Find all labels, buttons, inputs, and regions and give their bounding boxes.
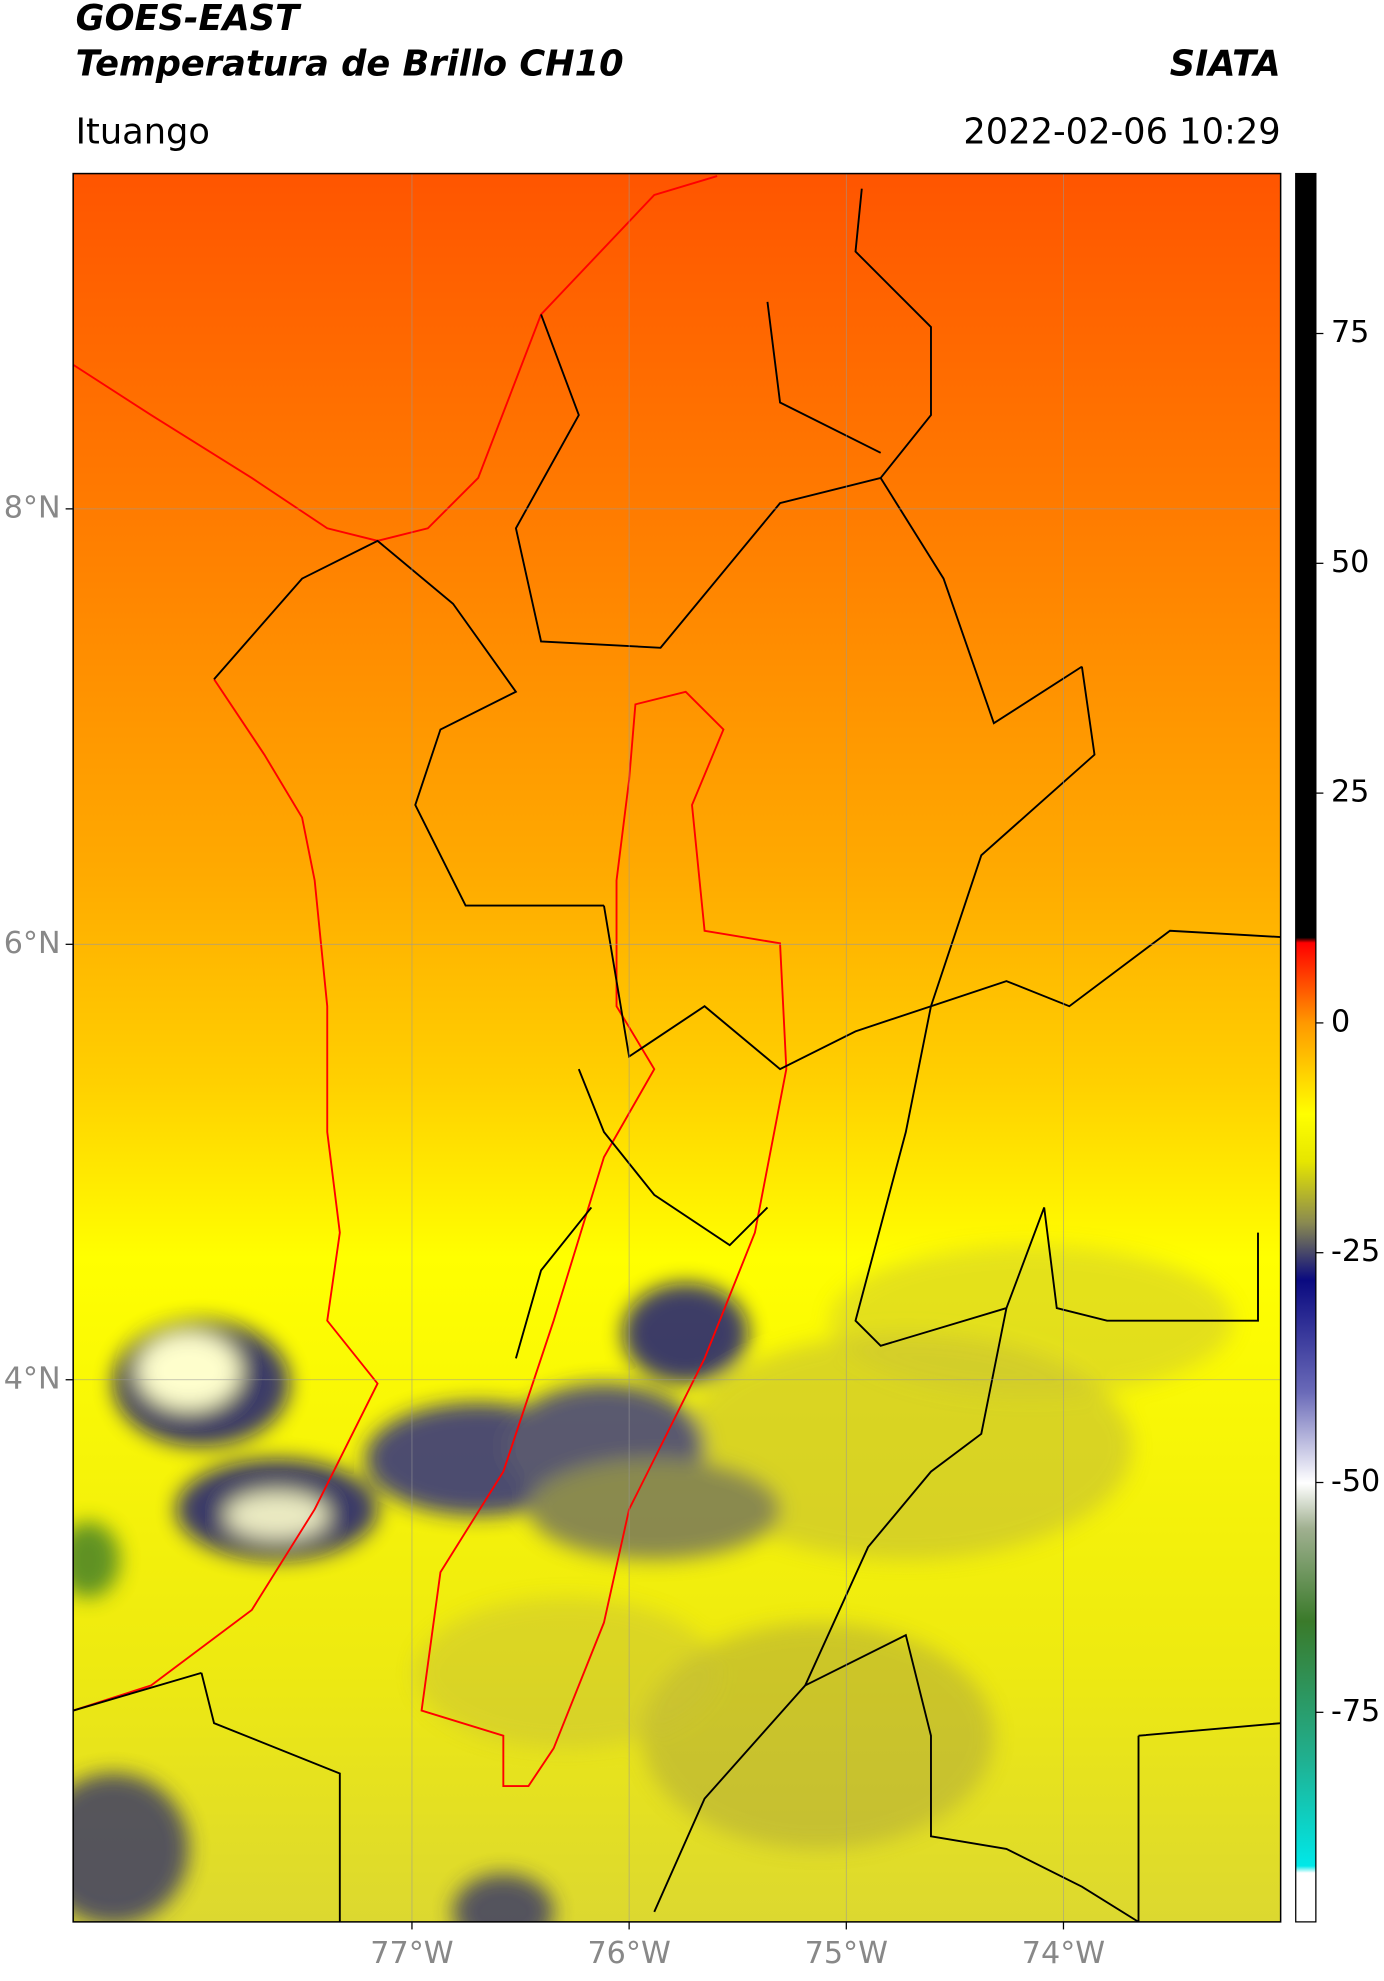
colorbar-tick-label: 25 — [1331, 775, 1369, 810]
map-frame — [72, 172, 1282, 1923]
lat-tick-label: 6°N — [4, 926, 61, 961]
datetime: 2022-02-06 10:29 — [963, 111, 1280, 152]
subtitle: Temperatura de Brillo CH10 — [76, 43, 624, 84]
location: Ituango — [76, 111, 210, 152]
lon-tick-label: 76°W — [587, 1936, 670, 1971]
colorbar-tick-label: -75 — [1331, 1694, 1380, 1729]
colorbar-tick-label: -25 — [1331, 1234, 1380, 1269]
lat-tick-label: 8°N — [4, 490, 61, 525]
colorbar-tick-label: -50 — [1331, 1464, 1380, 1499]
lon-tick-label: 77°W — [370, 1936, 453, 1971]
colorbar-tick-label: 0 — [1331, 1004, 1350, 1039]
source: SIATA — [1170, 43, 1281, 84]
colorbar-tick-label: 50 — [1331, 545, 1369, 580]
map-image — [73, 173, 1281, 1922]
lon-tick-label: 75°W — [805, 1936, 888, 1971]
title: GOES-EAST — [76, 0, 302, 39]
lat-tick-label: 4°N — [4, 1361, 61, 1396]
colorbar-tick-label: 75 — [1331, 315, 1369, 350]
colorbar — [1295, 172, 1317, 1923]
lon-tick-label: 74°W — [1022, 1936, 1105, 1971]
